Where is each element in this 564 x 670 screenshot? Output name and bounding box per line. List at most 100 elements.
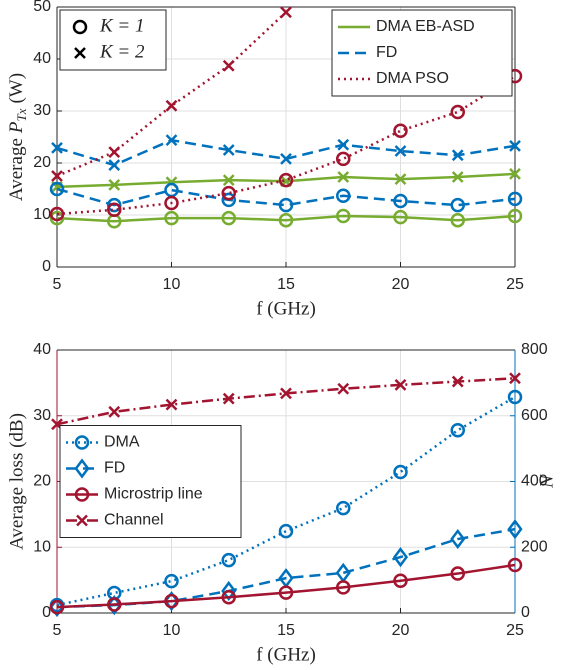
y-tick-label: 10 [33,538,51,555]
marker-x [451,171,464,183]
marker-circle [74,435,90,450]
marker-circle [278,212,294,228]
marker-x [394,378,407,391]
marker-x [108,178,121,191]
marker-circle [450,197,465,213]
y2-tick-label: 800 [521,341,548,358]
marker-circle [393,209,408,225]
marker-circle [164,210,179,226]
legend-box [59,425,242,538]
marker-diamond [507,519,523,540]
marker-circle [507,389,523,405]
marker-x [222,392,235,405]
marker-diamond [450,528,466,550]
marker-circle [278,197,294,213]
y2-tick-label: 600 [521,407,548,424]
marker-x [337,382,350,395]
legend-label: Microstrip line [104,486,203,503]
marker-x [108,146,121,158]
marker-x [51,170,63,182]
marker-circle [74,487,90,502]
x-tick-label: 25 [506,276,524,293]
y-label-text: Average [6,138,27,201]
marker-circle [49,206,65,222]
marker-x [394,173,407,186]
marker-circle [507,191,523,207]
y-tick-label: 0 [42,604,51,621]
marker-circle [393,573,408,589]
marker-circle [507,557,523,573]
marker-circle [221,552,236,568]
marker-circle [72,19,88,35]
y-axis-label: Average PTx (W) [6,73,29,201]
plot: 5 10 15 20 25 0 10 20 30 40 50 f (GHz) Average PTx (W) [6,0,524,319]
marker-circle [107,197,122,213]
y-tick-label: 0 [42,258,51,275]
x-tick-label: 10 [163,276,181,293]
x-tick-label: 15 [277,622,295,639]
y-tick-label: 40 [33,50,51,67]
marker-circle [164,573,179,589]
marker-circle [336,208,351,224]
x-tick-label: 15 [277,276,295,293]
x-axis-label: f (GHz) [256,644,316,665]
marker-x [76,514,88,527]
legend-label: K = 1 [99,15,145,36]
legend-label: FD [376,44,397,61]
marker-x [337,171,350,183]
y-tick-label: 20 [33,473,51,490]
y-tick-label: 40 [33,341,51,358]
legend-label: K = 2 [99,41,145,62]
y-axis-label: Average loss (dB) [6,413,27,550]
legend: DMA FD Microstrip line Channel [59,425,242,538]
x-tick-label: 20 [392,276,410,293]
series-line [56,214,516,223]
marker-circle [336,500,351,516]
y2-tick-label: 400 [521,473,548,490]
y-tick-label: 30 [33,102,51,119]
y-label-symbol: P [6,121,27,134]
y-tick-label: 50 [33,0,51,15]
series-line [56,395,516,607]
marker-circle [450,104,465,120]
marker-diamond [221,580,237,602]
marker-circle [49,210,65,226]
marker-circle [164,593,179,609]
x-tick-label: 5 [53,276,62,293]
marker-x [337,138,350,151]
y-label-subscript: Tx [14,108,29,121]
marker-x [222,174,235,187]
marker-circle [278,172,294,188]
marker-circle [107,597,122,612]
marker-x [108,159,121,171]
marker-circle [278,523,294,539]
marker-x [280,387,292,400]
series-line [56,75,516,216]
legend: K = 1 K = 2 DMA EB-ASD FD DMA PSO [59,9,513,97]
marker-x [222,144,235,156]
marker-diamond [74,458,90,479]
legend-label: FD [104,460,125,477]
marker-diamond [106,595,122,616]
marker-x [509,139,521,152]
legend-label: Channel [104,512,164,529]
marker-circle [336,188,351,204]
marker-x [509,168,521,180]
marker-circle [450,212,465,228]
legend-label: DMA PSO [376,70,449,87]
marker-x [280,6,292,19]
marker-x [51,142,63,154]
legend-box [59,9,167,71]
x-tick-label: 5 [53,622,62,639]
marker-circle [450,422,465,438]
x-tick-label: 25 [506,622,524,639]
marker-x [509,372,521,385]
marker-x [222,59,235,72]
marker-circle [221,210,236,226]
x-axis-label: f (GHz) [256,298,316,319]
marker-circle [393,193,408,209]
legend-label: DMA [104,434,140,451]
marker-circle [393,123,408,139]
marker-x [451,375,464,388]
